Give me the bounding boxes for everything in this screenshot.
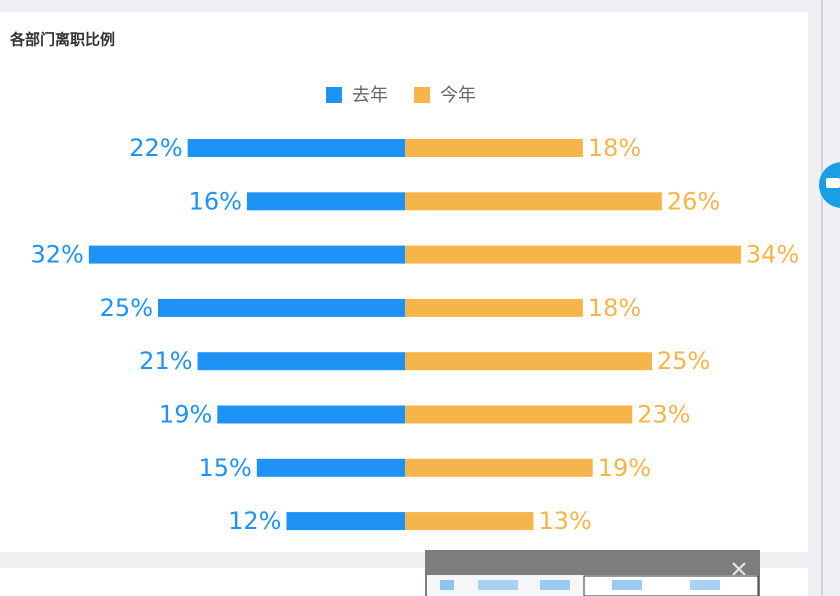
bar: [187, 139, 405, 157]
close-button[interactable]: [732, 562, 746, 576]
value-label: 16%: [189, 187, 242, 215]
value-label: 15%: [198, 454, 251, 482]
bar: [405, 352, 652, 371]
bar: [405, 245, 741, 264]
value-label: 25%: [100, 294, 153, 322]
value-label: 25%: [657, 347, 710, 375]
bar: [405, 512, 534, 531]
value-label: 13%: [538, 507, 591, 535]
bar: [88, 245, 405, 264]
bar: [405, 139, 583, 157]
blur-box: [583, 575, 759, 596]
value-label: 23%: [637, 401, 690, 429]
value-label: 12%: [228, 507, 281, 535]
blur: [478, 580, 518, 590]
bar: [246, 192, 405, 211]
chart-title: 各部门离职比例: [9, 31, 115, 49]
bar: [405, 405, 633, 424]
bar: [405, 192, 662, 211]
value-label: 32%: [30, 241, 83, 269]
legend-swatch: [414, 87, 430, 103]
blur: [612, 580, 642, 590]
bar: [405, 298, 583, 317]
value-label: 22%: [129, 134, 182, 162]
value-label: 34%: [746, 241, 799, 269]
blur: [540, 580, 570, 590]
bar: [256, 458, 405, 477]
legend-label: 去年: [352, 85, 388, 106]
bar: [217, 405, 405, 424]
bar: [158, 298, 405, 317]
value-label: 18%: [588, 294, 641, 322]
legend-swatch: [326, 87, 342, 103]
value-label: 21%: [139, 347, 192, 375]
chart: 去年 今年 22%16% 32% 25% 21% 19% 15% 12% 18% 26% 34% 18%…: [30, 85, 799, 535]
bar: [197, 352, 405, 371]
legend-label: 今年: [440, 85, 476, 106]
value-label: 18%: [588, 134, 641, 162]
value-label: 26%: [667, 187, 720, 215]
value-label: 19%: [598, 454, 651, 482]
popup: [425, 550, 760, 596]
float-icon: [826, 178, 840, 188]
value-label: 19%: [159, 401, 212, 429]
bar: [286, 512, 405, 531]
blur: [440, 580, 454, 590]
blur: [690, 580, 720, 590]
bar: [405, 458, 593, 477]
